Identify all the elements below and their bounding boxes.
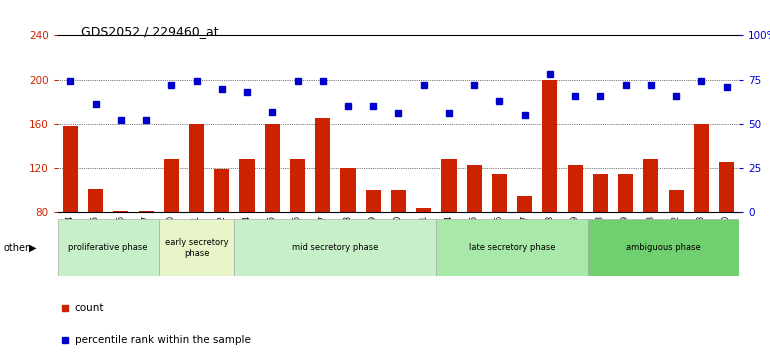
Text: ambiguous phase: ambiguous phase (626, 243, 701, 252)
Bar (694, 124, 709, 212)
Bar (517, 196, 532, 212)
Bar (588, 219, 739, 276)
Bar (88, 189, 103, 212)
Bar (315, 118, 330, 212)
Bar (139, 211, 154, 212)
Bar (567, 165, 583, 212)
Bar (492, 174, 507, 212)
Bar (265, 124, 280, 212)
Bar (542, 80, 557, 212)
Bar (416, 208, 431, 212)
Bar (593, 174, 608, 212)
Bar (618, 174, 633, 212)
Bar (643, 159, 658, 212)
Bar (214, 169, 229, 212)
Bar (234, 219, 437, 276)
Bar (668, 190, 684, 212)
Bar (113, 211, 129, 212)
Bar (159, 219, 234, 276)
Bar (164, 159, 179, 212)
Bar (391, 190, 406, 212)
Bar (189, 124, 204, 212)
Bar (467, 165, 482, 212)
Bar (340, 168, 356, 212)
Bar (58, 219, 159, 276)
Text: other: other (4, 243, 30, 253)
Bar (290, 159, 305, 212)
Text: early secretory
phase: early secretory phase (165, 238, 229, 257)
Bar (719, 161, 734, 212)
Bar (63, 126, 78, 212)
Text: count: count (75, 303, 104, 313)
Text: ▶: ▶ (29, 243, 37, 253)
Bar (437, 219, 588, 276)
Text: GDS2052 / 229460_at: GDS2052 / 229460_at (81, 25, 219, 38)
Bar (239, 159, 255, 212)
Text: proliferative phase: proliferative phase (69, 243, 148, 252)
Bar (441, 159, 457, 212)
Text: late secretory phase: late secretory phase (469, 243, 555, 252)
Text: percentile rank within the sample: percentile rank within the sample (75, 335, 251, 345)
Text: mid secretory phase: mid secretory phase (292, 243, 379, 252)
Bar (366, 190, 381, 212)
